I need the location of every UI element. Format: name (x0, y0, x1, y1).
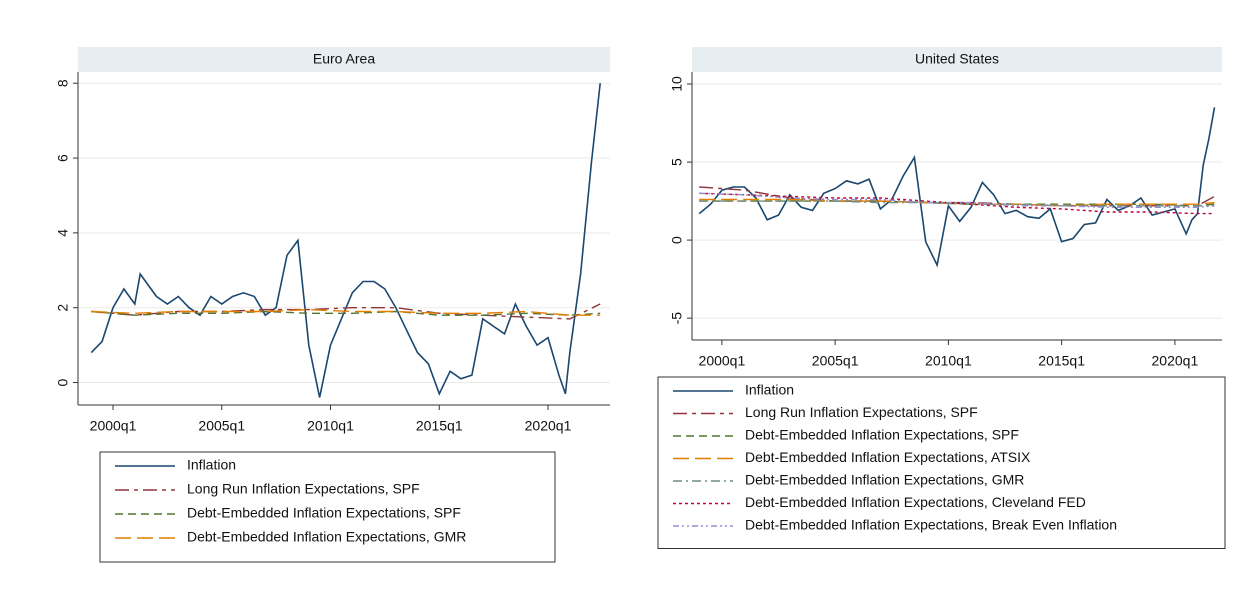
y-tick-label: 10 (669, 76, 685, 92)
legend-label: Inflation (745, 382, 794, 398)
panel-title: Euro Area (313, 51, 375, 67)
x-tick-label: 2015q1 (416, 418, 463, 434)
y-tick-label: 0 (669, 236, 685, 244)
legend-label: Debt-Embedded Inflation Expectations, Cl… (745, 494, 1086, 510)
x-tick-label: 2000q1 (699, 353, 746, 369)
legend-label: Inflation (187, 457, 236, 473)
x-tick-label: 2010q1 (925, 353, 972, 369)
y-tick-label: 0 (55, 378, 71, 386)
series-line (91, 303, 601, 320)
legend-label: Debt-Embedded Inflation Expectations, GM… (187, 529, 466, 545)
title-bar (692, 47, 1222, 72)
y-tick-label: -5 (669, 312, 685, 325)
legend-label: Debt-Embedded Inflation Expectations, SP… (745, 427, 1019, 443)
x-tick-label: 2010q1 (307, 418, 354, 434)
x-tick-label: 2005q1 (198, 418, 245, 434)
series-line (90, 83, 601, 398)
y-tick-label: 8 (55, 79, 71, 87)
series-line (699, 192, 1215, 215)
title-bar (78, 47, 610, 72)
series-line (699, 192, 1215, 208)
legend-label: Debt-Embedded Inflation Expectations, GM… (745, 472, 1024, 488)
x-tick-label: 2000q1 (90, 418, 137, 434)
panel-title: United States (915, 51, 999, 67)
x-tick-label: 2020q1 (525, 418, 572, 434)
x-tick-label: 2020q1 (1152, 353, 1199, 369)
series-line (91, 310, 601, 316)
series-line (698, 107, 1216, 268)
legend-label: Debt-Embedded Inflation Expectations, Br… (745, 517, 1117, 533)
y-tick-label: 4 (55, 229, 71, 237)
legend-label: Debt-Embedded Inflation Expectations, SP… (187, 505, 461, 521)
y-tick-label: 6 (55, 154, 71, 162)
y-tick-label: 2 (55, 304, 71, 312)
legend-label: Long Run Inflation Expectations, SPF (745, 404, 978, 420)
legend-box (99, 451, 556, 563)
legend-label: Debt-Embedded Inflation Expectations, AT… (745, 449, 1031, 465)
x-tick-label: 2015q1 (1038, 353, 1085, 369)
legend-label: Long Run Inflation Expectations, SPF (187, 481, 420, 497)
y-tick-label: 5 (669, 158, 685, 166)
x-tick-label: 2005q1 (812, 353, 859, 369)
legend-box (657, 376, 1226, 549)
